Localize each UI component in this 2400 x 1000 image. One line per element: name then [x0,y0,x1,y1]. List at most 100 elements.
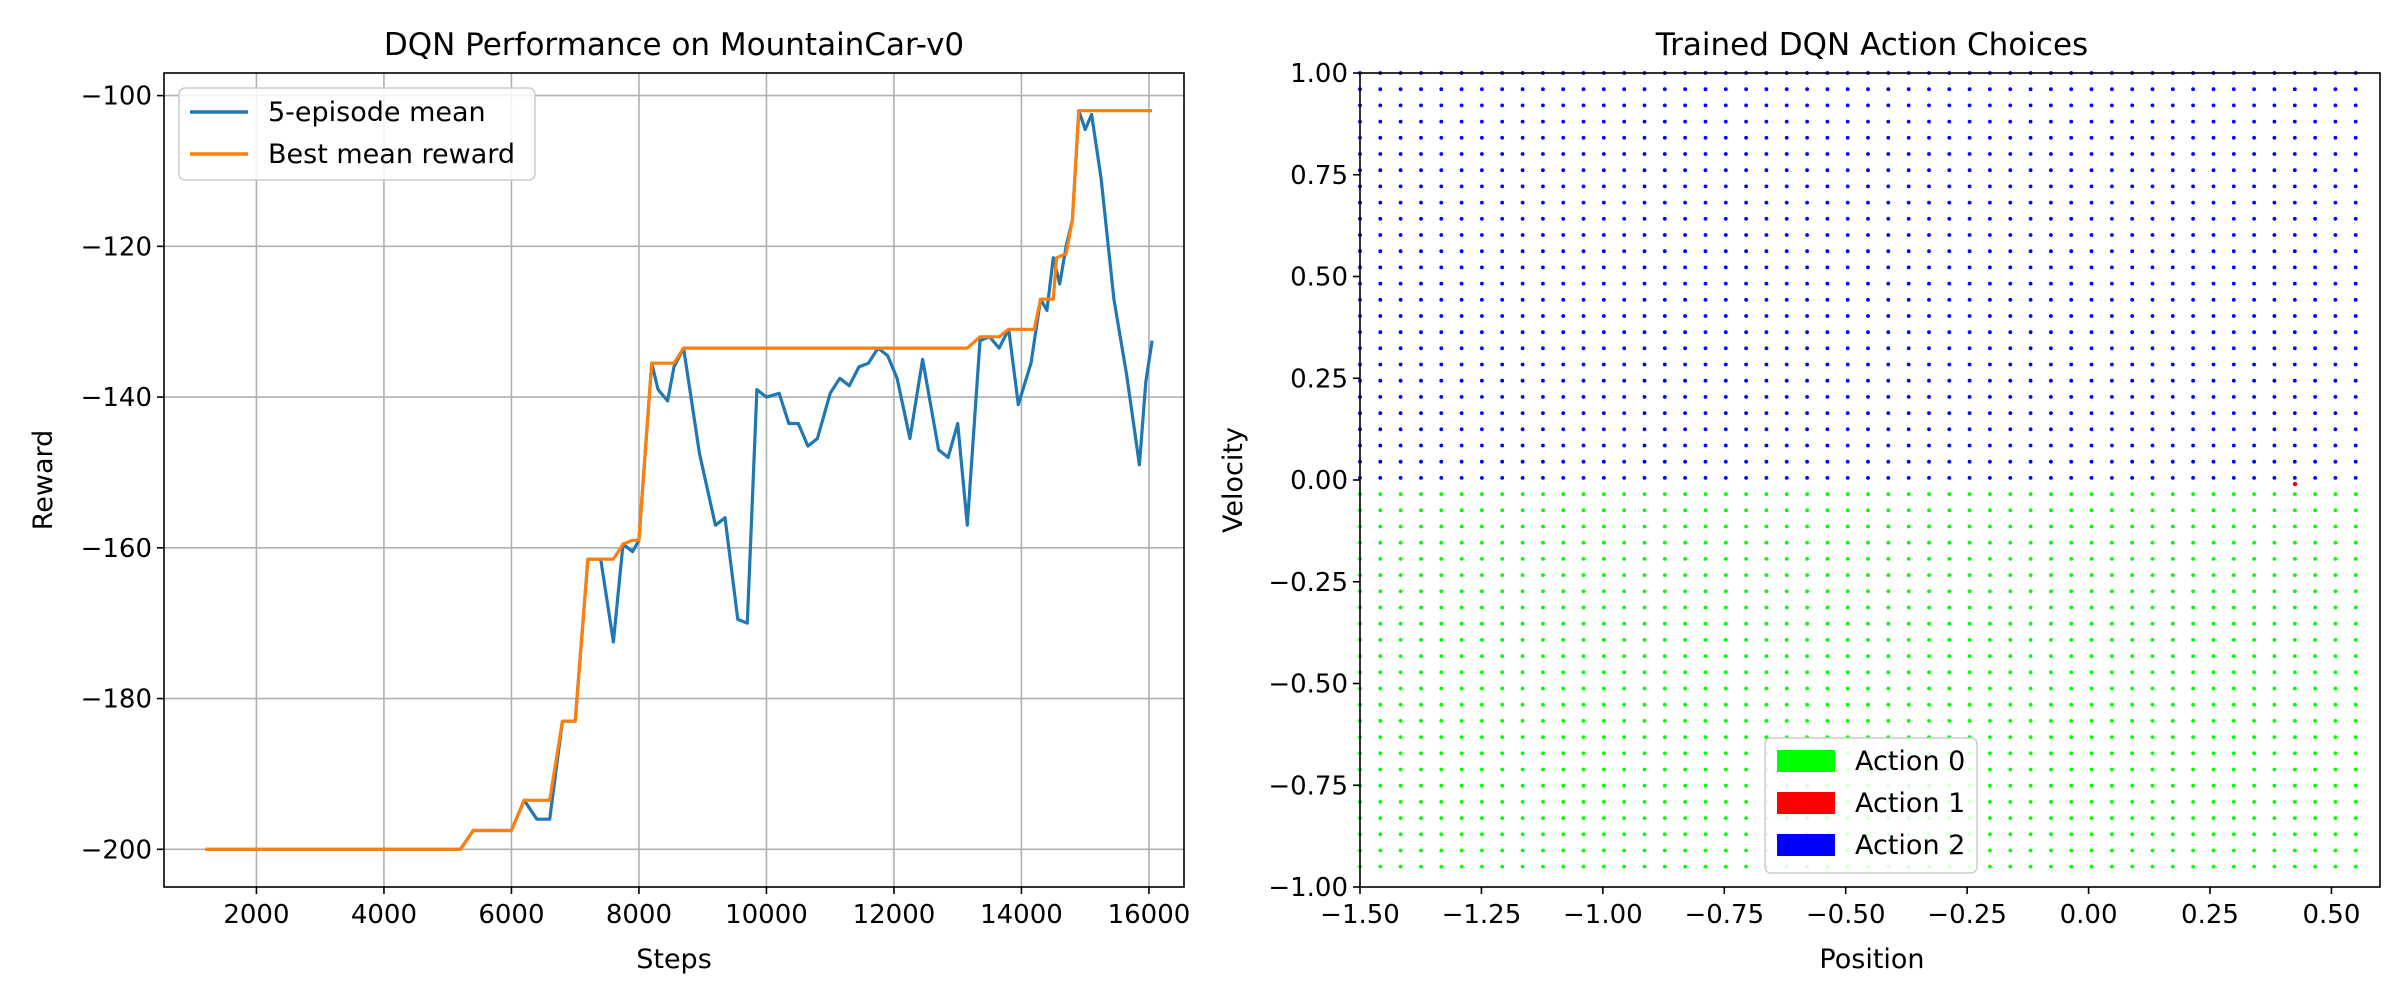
action-point [1561,314,1566,318]
action-point [2272,281,2277,286]
action-point [1520,573,1525,577]
action-point [2028,557,2033,561]
action-point [1520,864,1525,869]
action-point [1662,540,1667,545]
action-point [2211,621,2216,626]
action-point [2008,427,2013,432]
action-point [2313,524,2318,529]
action-point [2150,152,2155,156]
action-point [1459,395,1464,399]
action-point [1866,378,1870,383]
action-point [1927,395,1931,399]
action-point [2231,848,2236,853]
action-point [2170,864,2175,869]
action-point [2049,411,2053,415]
action-point [2292,378,2297,383]
action-point [1581,492,1586,496]
action-point [2313,346,2318,351]
action-point [2008,508,2013,513]
action-x-tick-label: 0.50 [2302,900,2360,930]
action-point [1419,524,1423,529]
action-point [1378,589,1383,594]
action-point [1805,702,1809,707]
action-point [2150,330,2155,335]
reward-x-tick-label: 8000 [606,900,672,930]
action-point [1723,832,1728,837]
action-point [1662,589,1667,594]
action-point [1988,573,1992,577]
action-point [1398,330,1403,335]
action-point [1581,443,1586,448]
action-point [1601,411,1606,415]
action-point [1744,330,1748,335]
action-point [1764,395,1769,399]
action-point [1500,670,1505,675]
action-point [1967,540,1972,545]
action-point [1723,686,1728,691]
action-point [1419,297,1423,302]
action-point [1744,816,1748,820]
action-point [1642,654,1647,658]
action-point [2211,686,2216,691]
action-point [1866,362,1870,367]
action-point [2211,346,2216,351]
action-point [2069,800,2074,804]
action-point [1784,459,1789,464]
action-point [2069,719,2074,723]
action-point [2211,864,2216,869]
action-point [2211,800,2216,804]
action-point [2130,524,2135,529]
action-point [1683,589,1687,594]
action-point [1662,605,1667,610]
action-point [1480,557,1484,561]
action-point [1805,670,1809,675]
action-point [2028,654,2033,658]
action-point [1744,378,1748,383]
action-point [1622,297,1627,302]
action-point [1622,152,1627,156]
action-point [1967,686,1972,691]
action-point [1703,686,1708,691]
action-point [2028,864,2033,869]
action-point [2252,443,2257,448]
action-point [1500,265,1505,270]
action-point [2150,135,2155,140]
action-point [1662,864,1667,869]
action-point [2130,476,2135,480]
action-point [1703,362,1708,367]
action-point [2049,119,2053,124]
action-point [1764,573,1769,577]
action-point [1419,686,1423,691]
reward-x-tick-label: 14000 [980,900,1063,930]
action-point [2252,216,2257,221]
action-point [1683,702,1687,707]
action-point [2252,395,2257,399]
action-point [2008,816,2013,820]
action-point [2191,314,2196,318]
action-point [2252,330,2257,335]
action-point [2211,508,2216,513]
action-point [2008,605,2013,610]
action-point [2292,751,2297,756]
action-point [1378,249,1383,254]
action-point [1845,573,1850,577]
action-point [2353,864,2358,869]
action-point [1703,719,1708,723]
action-point [2353,249,2358,254]
action-point [1825,395,1830,399]
action-point [1866,152,1870,156]
action-point [1541,654,1545,658]
action-point [2292,735,2297,739]
action-point [2008,378,2013,383]
action-point [2110,783,2114,788]
action-point [2333,605,2338,610]
action-point [1967,265,1972,270]
action-point [1541,800,1545,804]
action-point [1866,427,1870,432]
action-point [2333,638,2338,642]
action-point [2353,427,2358,432]
action-point [1520,314,1525,318]
action-point [2333,249,2338,254]
action-point [2272,589,2277,594]
action-point [1419,378,1423,383]
